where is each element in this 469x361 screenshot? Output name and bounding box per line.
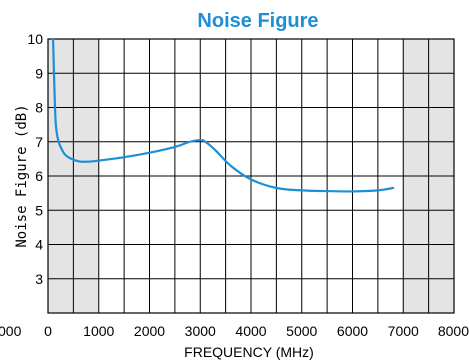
series-layer	[51, 37, 395, 193]
y-tick-label-5: 5	[35, 202, 43, 218]
x-tick-label-0: 0	[44, 323, 52, 339]
x-tick-label-2000: 2000	[134, 323, 165, 339]
x-tick-label-3000: 3000	[185, 323, 216, 339]
y-tick-label-8: 8	[35, 100, 43, 116]
x-tick-labels: 0 1000 2000 3000 4000 5000 6000 7000 8000	[44, 323, 469, 339]
y-tick-label-6: 6	[35, 168, 43, 184]
y-tick-label-9: 9	[35, 65, 43, 81]
y-tick-label-3: 3	[35, 271, 43, 287]
x-axis-label: FREQUENCY (MHz)	[184, 344, 314, 360]
grid-lines	[48, 39, 454, 313]
series-line-0	[51, 37, 395, 193]
x-tick-label-6000: 6000	[337, 323, 368, 339]
x-tick-label-5000: 5000	[286, 323, 317, 339]
chart-title: Noise Figure	[197, 10, 318, 32]
x-tick-label-1000: 1000	[83, 323, 114, 339]
y-tick-label-7: 7	[35, 134, 43, 150]
y-tick-labels: 3 4 5 6 7 8 9 10	[27, 31, 43, 287]
x-tick-label-4000: 4000	[235, 323, 266, 339]
plot-frame	[47, 38, 455, 314]
x-tick-label-partial: 000	[0, 323, 22, 339]
y-tick-label-10: 10	[27, 31, 43, 47]
x-tick-label-7000: 7000	[388, 323, 419, 339]
x-tick-label-8000: 8000	[438, 323, 469, 339]
y-axis-label: Noise Figure (dB)	[14, 104, 30, 247]
y-tick-label-4: 4	[35, 237, 43, 253]
